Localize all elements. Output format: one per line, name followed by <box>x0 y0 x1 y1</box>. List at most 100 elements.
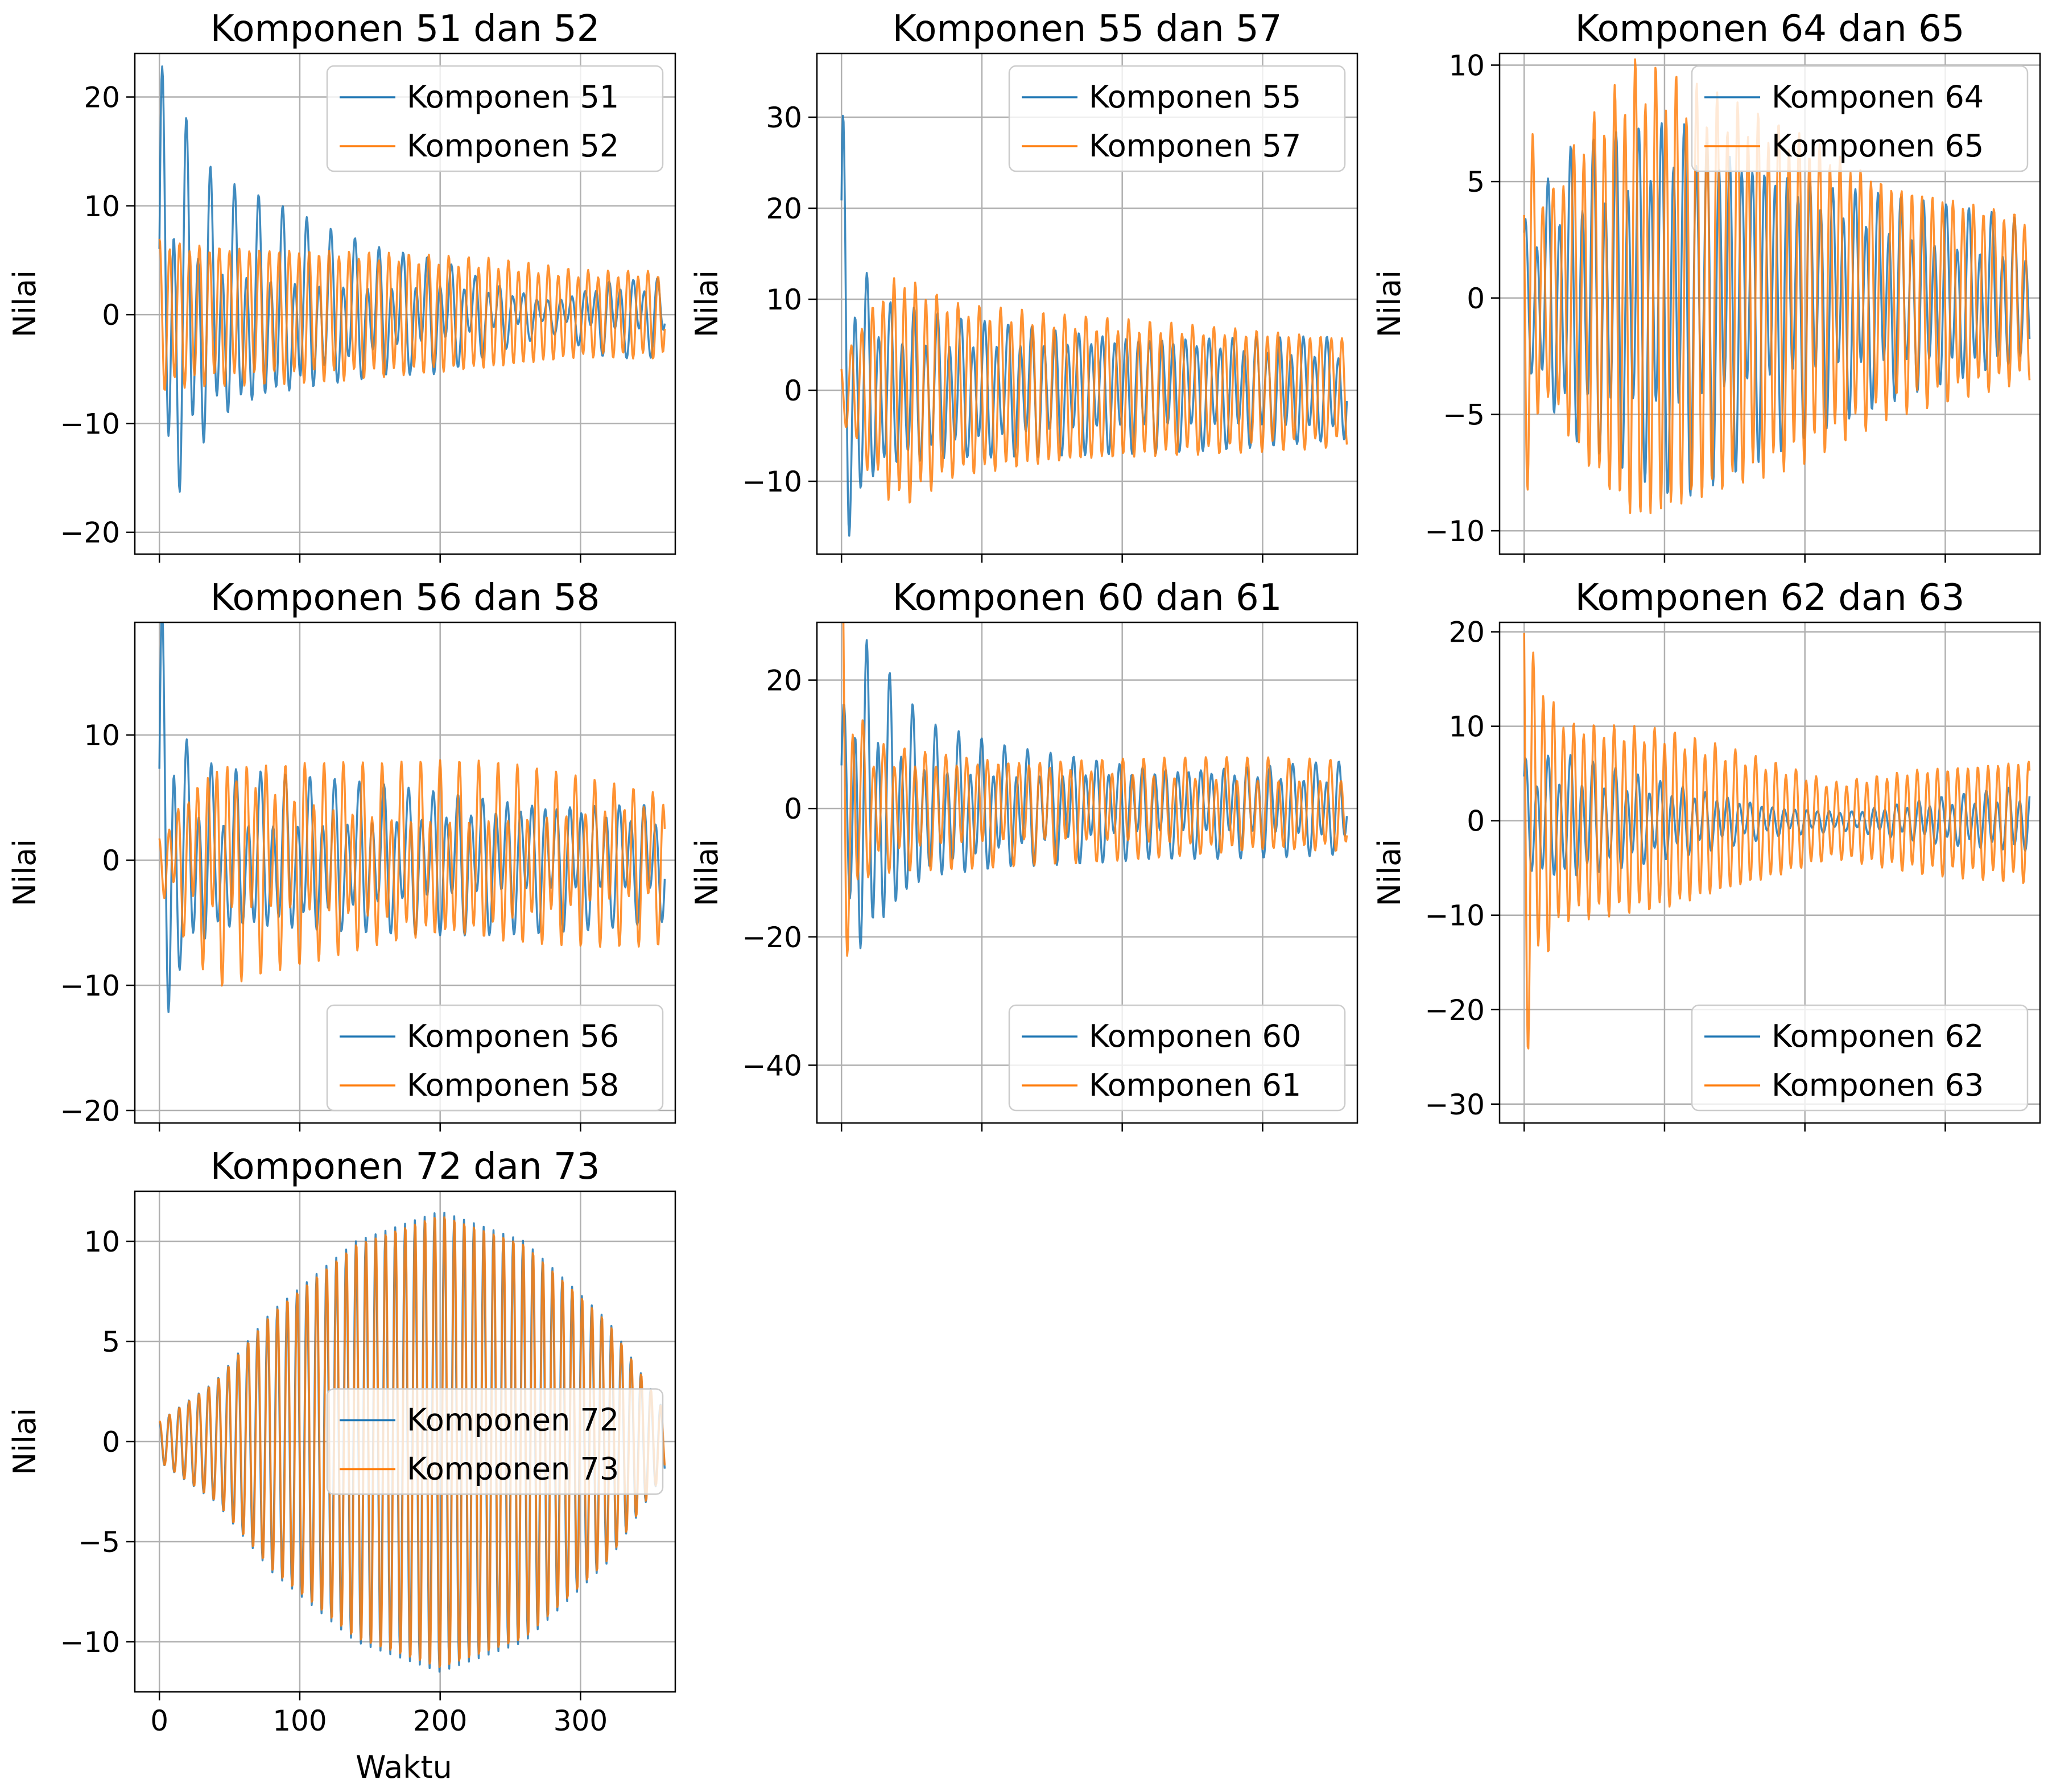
series-lines <box>840 622 1348 957</box>
legend-label: Komponen 57 <box>1089 128 1301 164</box>
legend-label: Komponen 61 <box>1089 1067 1301 1103</box>
y-tick-label: 0 <box>1467 805 1485 838</box>
x-tick-label: 300 <box>554 1704 608 1737</box>
y-tick-label: 5 <box>1467 166 1485 199</box>
legend-label: Komponen 73 <box>407 1451 619 1487</box>
subplot: −30 −20 −10 0 10 20 Komponen 62 dan 63 Nilai Kom… <box>1372 577 2041 1132</box>
legend: Komponen 62 Komponen 63 <box>1691 1004 2029 1112</box>
subplot: −20 −10 0 10 Komponen 56 dan 58 Nilai Komponen… <box>7 577 676 1132</box>
series-line-1 <box>840 639 1348 949</box>
legend-label: Komponen 58 <box>407 1067 619 1103</box>
series-line-2 <box>158 759 666 987</box>
subplot-title: Komponen 72 dan 73 <box>210 1146 600 1188</box>
y-axis-label: Nilai <box>7 1408 43 1476</box>
legend-frame <box>326 65 664 172</box>
legend-label: Komponen 60 <box>1089 1018 1301 1054</box>
subplot-title: Komponen 62 dan 63 <box>1575 577 1965 619</box>
y-tick-label: −20 <box>1424 994 1485 1027</box>
legend-label: Komponen 64 <box>1772 79 1984 115</box>
series-lines <box>1523 633 2031 1050</box>
subplots: −20 −10 0 10 20 Komponen 51 dan 52 Nilai Kompon… <box>7 8 2041 1737</box>
series-line-2 <box>840 277 1348 504</box>
legend-label: Komponen 63 <box>1772 1067 1984 1103</box>
axes-frame <box>134 52 676 555</box>
series-lines <box>1523 58 2031 514</box>
legend: Komponen 56 Komponen 58 <box>326 1004 664 1112</box>
x-tick-label: 100 <box>272 1704 327 1737</box>
subplot-title: Komponen 64 dan 65 <box>1575 8 1965 50</box>
y-axis-label: Nilai <box>1372 839 1407 907</box>
axes-frame <box>1498 621 2041 1124</box>
y-tick-label: 10 <box>84 1225 120 1258</box>
y-tick-label: −5 <box>78 1526 120 1559</box>
subplot-title: Komponen 55 dan 57 <box>893 8 1282 50</box>
y-tick-label: −30 <box>1424 1088 1485 1121</box>
legend-label: Komponen 55 <box>1089 79 1301 115</box>
y-axis-label: Nilai <box>7 839 43 907</box>
legend-label: Komponen 72 <box>407 1402 619 1438</box>
legend-frame <box>1008 1004 1346 1112</box>
legend: Komponen 51 Komponen 52 <box>326 65 664 172</box>
series-line-2 <box>1523 58 2031 514</box>
series-line-2 <box>158 238 666 391</box>
y-tick-label: −5 <box>1443 398 1485 431</box>
series-lines <box>158 622 666 1013</box>
subplot-title: Komponen 60 dan 61 <box>893 577 1282 619</box>
legend-frame <box>1691 1004 2029 1112</box>
y-tick-label: −20 <box>60 1095 120 1128</box>
subplot: −40 −20 0 20 Komponen 60 dan 61 Nilai Komponen… <box>689 577 1359 1132</box>
legend: Komponen 64 Komponen 65 <box>1691 65 2029 172</box>
y-tick-label: 10 <box>84 719 120 752</box>
series-lines <box>840 114 1348 537</box>
y-axis-label: Nilai <box>7 270 43 338</box>
legend-frame <box>1008 65 1346 172</box>
y-tick-label: 0 <box>102 844 120 877</box>
legend-label: Komponen 62 <box>1772 1018 1984 1054</box>
legend: Komponen 60 Komponen 61 <box>1008 1004 1346 1112</box>
y-tick-label: 20 <box>766 664 802 697</box>
subplot-title: Komponen 56 dan 58 <box>210 577 600 619</box>
axes-frame <box>816 52 1359 555</box>
y-tick-label: 0 <box>102 299 120 332</box>
y-tick-label: −10 <box>742 465 802 498</box>
x-tick-label: 200 <box>413 1704 467 1737</box>
x-axis-label: Waktu <box>356 1749 452 1785</box>
y-axis-label: Nilai <box>689 839 725 907</box>
legend-label: Komponen 52 <box>407 128 619 164</box>
y-tick-label: 30 <box>766 101 802 134</box>
series-line-2 <box>1523 633 2031 1050</box>
subplot: −10 −5 0 5 10 Komponen 64 dan 65 Nilai Komponen… <box>1372 8 2041 563</box>
subplot-title: Komponen 51 dan 52 <box>210 8 600 50</box>
y-tick-label: 20 <box>766 192 802 225</box>
legend-frame <box>326 1388 664 1495</box>
legend-label: Komponen 56 <box>407 1018 619 1054</box>
y-tick-label: −40 <box>742 1049 802 1082</box>
axes-frame <box>134 621 676 1124</box>
legend: Komponen 72 Komponen 73 <box>326 1388 664 1495</box>
y-tick-label: −10 <box>1424 899 1485 932</box>
y-tick-label: 0 <box>784 374 802 407</box>
series-lines <box>158 65 666 493</box>
y-tick-label: 0 <box>784 792 802 825</box>
y-tick-label: 10 <box>1448 49 1485 82</box>
y-tick-label: −10 <box>60 969 120 1002</box>
y-axis-label: Nilai <box>689 270 725 338</box>
y-tick-label: 10 <box>84 190 120 223</box>
subplot: −20 −10 0 10 20 Komponen 51 dan 52 Nilai Kompon… <box>7 8 676 563</box>
axes-frame <box>816 621 1359 1124</box>
legend-label: Komponen 65 <box>1772 128 1984 164</box>
y-tick-label: −10 <box>60 1626 120 1659</box>
series-line-2 <box>842 622 1348 957</box>
series-line-2 <box>159 1216 666 1668</box>
y-tick-label: 10 <box>1448 711 1485 744</box>
y-axis-label: Nilai <box>1372 270 1407 338</box>
legend-label: Komponen 51 <box>407 79 619 115</box>
y-tick-label: 10 <box>766 283 802 316</box>
subplot: 0 100 200 300 −10 −5 0 5 10 Komponen 72 dan 73 Nil… <box>7 1146 676 1737</box>
y-tick-label: 5 <box>102 1326 120 1359</box>
y-tick-label: −10 <box>1424 515 1485 548</box>
y-tick-label: −20 <box>60 517 120 550</box>
y-tick-label: 0 <box>102 1426 120 1459</box>
y-tick-label: −20 <box>742 921 802 954</box>
